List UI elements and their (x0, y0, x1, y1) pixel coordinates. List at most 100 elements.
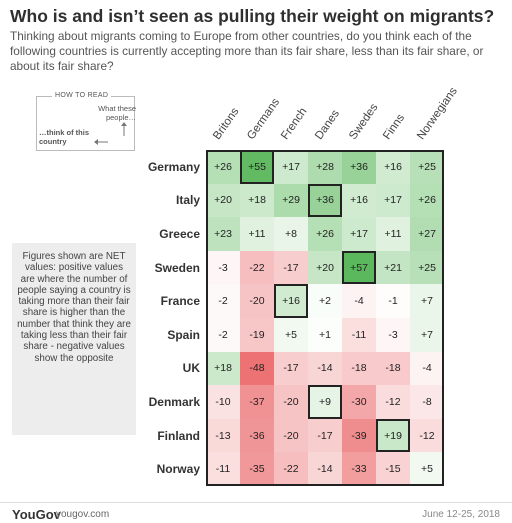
heatmap-cell: +19 (376, 418, 410, 453)
heatmap-cell: -36 (240, 418, 274, 453)
column-label-swedes: Swedes (347, 101, 381, 142)
row-label-germany: Germany (147, 159, 200, 174)
heatmap-cell: -35 (240, 452, 274, 486)
column-label-danes: Danes (313, 107, 343, 142)
heatmap-cell: -18 (376, 351, 410, 386)
heatmap-cell: -3 (206, 250, 240, 285)
net-values-note: Figures shown are NET values: positive v… (12, 243, 136, 435)
heatmap-cell: +28 (308, 150, 342, 184)
heatmap-cell: +11 (240, 217, 274, 251)
footer-date: June 12-25, 2018 (422, 509, 500, 520)
heatmap-cell: +18 (206, 351, 240, 386)
heatmap-cell: +17 (376, 183, 410, 218)
heatmap-cell: +9 (308, 385, 342, 419)
heatmap-cell: +17 (342, 217, 376, 251)
row-label-sweden: Sweden (154, 260, 200, 275)
highlight-own-country-cell (308, 183, 342, 218)
heatmap-cell: +16 (342, 183, 376, 218)
heatmap-cell: +25 (410, 250, 444, 285)
heatmap-cell: -17 (274, 351, 308, 386)
heatmap-cell: +16 (376, 150, 410, 184)
row-label-france: France (160, 294, 200, 309)
heatmap-cell: -2 (206, 318, 240, 352)
heatmap-cell: +1 (308, 318, 342, 352)
heatmap-cell: -14 (308, 351, 342, 386)
heatmap-cell: +26 (410, 183, 444, 218)
heatmap-cell: -37 (240, 385, 274, 419)
heatmap-cell: +36 (342, 150, 376, 184)
how-to-read-arrows-icon (94, 122, 127, 145)
row-label-finland: Finland (157, 428, 200, 443)
heatmap-cell: +20 (308, 250, 342, 285)
heatmap-cell: -13 (206, 418, 240, 453)
heatmap-cell: -30 (342, 385, 376, 419)
highlight-own-country-cell (308, 385, 342, 419)
heatmap-cell: +8 (274, 217, 308, 251)
heatmap-cell: +57 (342, 250, 376, 285)
chart-subtitle: Thinking about migrants coming to Europe… (10, 29, 484, 73)
column-label-french: French (279, 105, 310, 142)
row-label-norway: Norway (156, 462, 200, 477)
heatmap-cell: -48 (240, 351, 274, 386)
heatmap-cell: -19 (240, 318, 274, 352)
heatmap-cell: -20 (240, 284, 274, 318)
heatmap-cell: -20 (274, 418, 308, 453)
heatmap-cell: +2 (308, 284, 342, 318)
footer-url[interactable]: yougov.com (56, 509, 110, 520)
heatmap-cell: -20 (274, 385, 308, 419)
heatmap-cell: +20 (206, 183, 240, 218)
how-to-read-columns-hint: What these people… (98, 104, 136, 122)
row-label-greece: Greece (159, 227, 200, 241)
heatmap-cell: -8 (410, 385, 444, 419)
footer-divider (0, 502, 512, 503)
how-to-read-rows-hint: …think of this country (39, 128, 89, 146)
heatmap-cell: +18 (240, 183, 274, 218)
heatmap-cell: -22 (240, 250, 274, 285)
heatmap-cell: -4 (342, 284, 376, 318)
heatmap-cell: -39 (342, 418, 376, 453)
heatmap-cell: -3 (376, 318, 410, 352)
heatmap-cell: +17 (274, 150, 308, 184)
heatmap-cell: -17 (274, 250, 308, 285)
heatmap-cell: -18 (342, 351, 376, 386)
heatmap-cell: -11 (206, 452, 240, 486)
heatmap-cell: +29 (274, 183, 308, 218)
row-label-uk: UK (182, 361, 200, 376)
heatmap-cell: -22 (274, 452, 308, 486)
heatmap-cell: -12 (376, 385, 410, 419)
column-label-finns: Finns (381, 112, 408, 142)
row-label-italy: Italy (175, 193, 200, 208)
heatmap-cell: +36 (308, 183, 342, 218)
highlight-own-country-cell (240, 150, 274, 184)
heatmap-cell: +7 (410, 284, 444, 318)
heatmap-cell: -14 (308, 452, 342, 486)
heatmap-cell: +27 (410, 217, 444, 251)
heatmap-cell: -12 (410, 418, 444, 453)
heatmap-cell: +26 (206, 150, 240, 184)
row-label-spain: Spain (167, 327, 200, 342)
heatmap-cell: +5 (274, 318, 308, 352)
heatmap-cell: -17 (308, 418, 342, 453)
heatmap-cell: +26 (308, 217, 342, 251)
yougov-logo: YouGov (12, 507, 61, 522)
heatmap-cell: +25 (410, 150, 444, 184)
heatmap-cell: -15 (376, 452, 410, 486)
heatmap-outer-border (206, 150, 444, 486)
heatmap-cell: +16 (274, 284, 308, 318)
heatmap-cell: +11 (376, 217, 410, 251)
highlight-own-country-cell (274, 284, 308, 318)
heatmap-cell: -33 (342, 452, 376, 486)
column-label-britons: Britons (211, 105, 242, 142)
heatmap-cell: +5 (410, 452, 444, 486)
heatmap-cell: -1 (376, 284, 410, 318)
heatmap-cell: -4 (410, 351, 444, 386)
highlight-own-country-cell (342, 250, 376, 285)
heatmap-cell: +23 (206, 217, 240, 251)
heatmap-cell: +55 (240, 150, 274, 184)
how-to-read-title: HOW TO READ (52, 92, 112, 99)
heatmap-cell: +7 (410, 318, 444, 352)
heatmap-cell: +21 (376, 250, 410, 285)
heatmap-cell: -11 (342, 318, 376, 352)
heatmap-grid: +26 +55 +17 +28 +36 +16 +25 +20 +18 +29 +36 +16 +17 +… (206, 150, 444, 486)
heatmap-cell: -10 (206, 385, 240, 419)
